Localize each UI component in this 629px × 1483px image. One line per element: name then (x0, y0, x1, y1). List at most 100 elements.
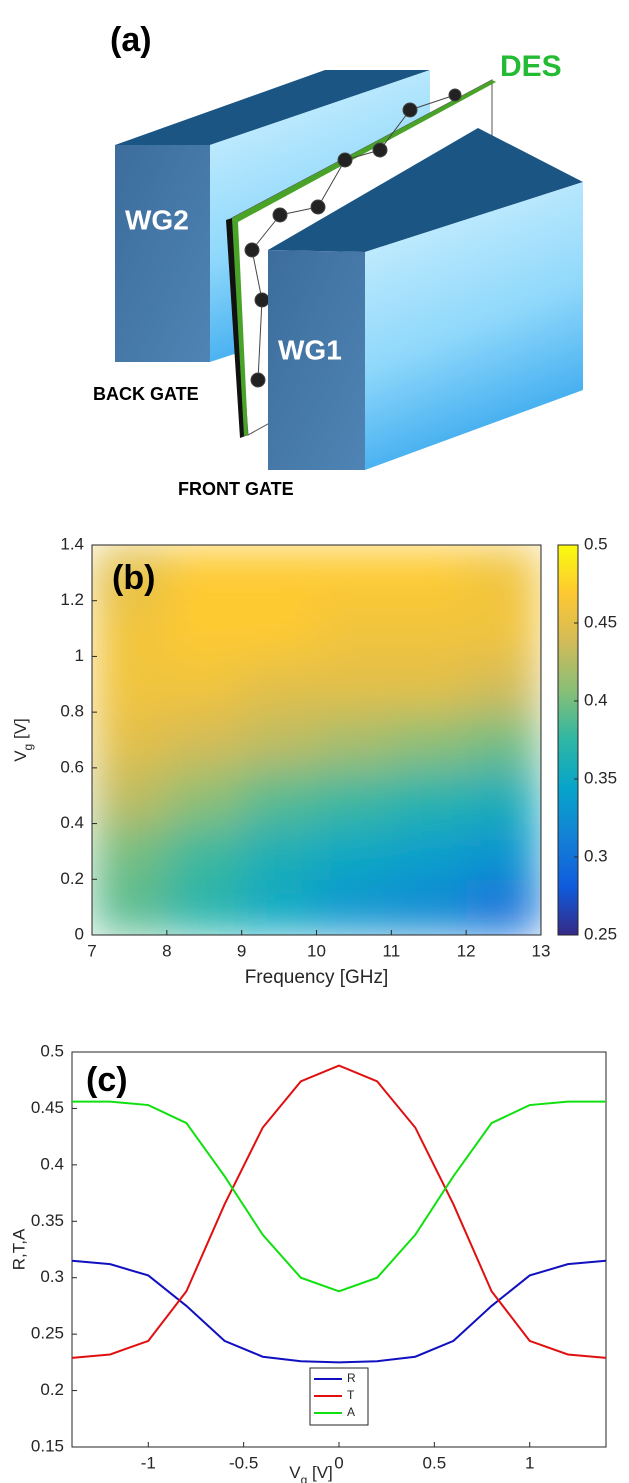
legend-label: A (347, 1405, 355, 1419)
heatmap-cell (391, 712, 467, 769)
heatmap-cell (316, 712, 392, 769)
y-tick-label: 0.15 (31, 1436, 64, 1455)
heatmap-cell (466, 656, 541, 713)
colorbar (557, 544, 579, 936)
heatmap-cell (92, 767, 168, 825)
y-tick-label: 1.2 (60, 590, 84, 609)
x-tick-label: 1 (525, 1453, 534, 1472)
heatmap-cell (166, 600, 243, 657)
heatmap-cell (92, 879, 168, 935)
wg2-label: WG2 (125, 204, 189, 235)
heatmap-cell (466, 767, 541, 825)
colorbar-tick-label: 0.35 (584, 768, 617, 787)
back-gate-label: BACK GATE (93, 384, 199, 404)
x-axis-label: Vg [V] (289, 1463, 333, 1483)
x-axis-label-part: [V] (307, 1463, 333, 1482)
line-series (71, 1064, 607, 1359)
heatmap-cell (166, 879, 243, 935)
colorbar-tick-label: 0.25 (584, 924, 617, 943)
front-gate-label: FRONT GATE (178, 479, 294, 499)
wg2-front (115, 145, 210, 362)
x-tick-label: 9 (237, 941, 246, 960)
y-tick-label: 0.3 (40, 1267, 64, 1286)
heatmap-cell (391, 545, 467, 602)
panel-label: (a) (110, 21, 152, 59)
wg1-side (365, 182, 583, 470)
heatmap-cells (92, 545, 541, 935)
line-series (71, 1259, 607, 1364)
heatmap-cell (316, 767, 392, 825)
des-edge (232, 218, 248, 436)
des-label: DES (500, 50, 562, 83)
heatmap-cell (466, 879, 541, 935)
x-tick-label: 11 (383, 941, 401, 960)
wg1-front (268, 250, 365, 470)
y-tick-label: 0.25 (31, 1324, 64, 1343)
heatmap-cell (166, 712, 243, 769)
colorbar-tick-label: 0.5 (584, 534, 608, 553)
y-axis-label-part: [V] (11, 718, 30, 744)
y-axis-label-part: g (21, 744, 35, 751)
heatmap-cell (92, 712, 168, 769)
y-tick-label: 0.5 (40, 1041, 64, 1060)
y-tick-label: 0 (75, 924, 84, 943)
legend-label: R (347, 1371, 356, 1385)
heatmap-cell (391, 879, 467, 935)
colorbar-tick-label: 0.45 (584, 612, 617, 631)
heatmap-cell (92, 656, 168, 713)
heatmap-cell (391, 600, 467, 657)
wg1-top (268, 128, 583, 252)
y-axis-label: R,T,A (9, 1228, 28, 1270)
diagram: (a) DES WG2 WG1 BACK GATE FRONT GATE (93, 21, 583, 499)
colorbar-tick-label: 0.4 (584, 690, 608, 709)
x-tick-label: 8 (162, 941, 171, 960)
legend-label: T (347, 1388, 355, 1402)
heatmap-cell (391, 767, 467, 825)
heatmap-cell (92, 823, 168, 880)
heatmap-cell (391, 823, 467, 880)
des-edge (232, 80, 496, 222)
y-tick-label: 0.45 (31, 1098, 64, 1117)
heatmap-cell (166, 656, 243, 713)
y-tick-label: 0.4 (40, 1154, 64, 1173)
heatmap-cell (391, 656, 467, 713)
y-axis-label-part: V (11, 750, 30, 762)
x-tick-label: 0 (334, 1453, 343, 1472)
line-series (72, 1100, 606, 1293)
panel-label: (b) (112, 559, 155, 597)
x-tick-label: -1 (141, 1453, 156, 1472)
heatmap-blur (92, 545, 541, 935)
y-tick-label: 0.2 (40, 1380, 64, 1399)
heatmap-cell (466, 600, 541, 657)
y-tick-label: 0.6 (60, 757, 84, 776)
heatmap-cell (316, 600, 392, 657)
x-axis-label-part: V (289, 1463, 301, 1482)
heatmap-cell (316, 823, 392, 880)
heatmap-cell (241, 823, 317, 880)
wg1-label: WG1 (278, 334, 342, 365)
heatmap-cell (166, 545, 243, 602)
y-tick-label: 1.4 (60, 534, 84, 553)
heatmap-cell (241, 656, 317, 713)
y-tick-label: 0.4 (60, 813, 84, 832)
heatmap-cell (241, 879, 317, 935)
x-tick-label: 10 (307, 941, 326, 960)
heatmap-cell (241, 545, 317, 602)
wg2-top (115, 70, 430, 145)
heatmap-cell (316, 545, 392, 602)
panel-label: (c) (86, 1061, 128, 1099)
y-tick-label: 0.8 (60, 702, 84, 721)
x-axis-label: Frequency [GHz] (245, 967, 389, 988)
heatmap-cell (466, 823, 541, 880)
x-tick-label: 12 (457, 941, 476, 960)
heatmap-cell (92, 600, 168, 657)
heatmap-cell (166, 767, 243, 825)
colorbar-tick-label: 0.3 (584, 846, 608, 865)
x-axis-label-part: g (301, 1473, 308, 1483)
heatmap-cell (316, 656, 392, 713)
heatmap-cell (241, 712, 317, 769)
x-tick-label: -0.5 (229, 1453, 258, 1472)
y-tick-label: 1 (75, 646, 84, 665)
y-axis-label: Vg [V] (11, 718, 35, 762)
